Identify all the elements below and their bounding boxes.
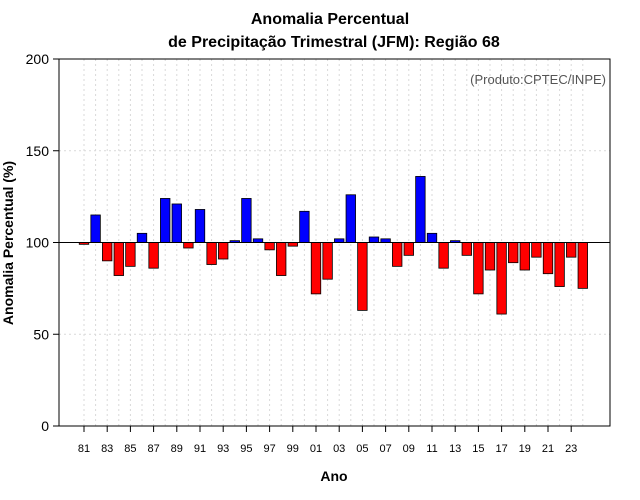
- bar-2014: [461, 242, 472, 256]
- x-tick-label-83: 83: [101, 443, 113, 455]
- x-tick-label-05: 05: [356, 443, 368, 455]
- x-tick-label-15: 15: [472, 443, 484, 455]
- y-axis-label: Anomalia Percentual (%): [0, 161, 16, 325]
- bar-1984: [113, 242, 124, 276]
- x-tick-label-95: 95: [240, 443, 252, 455]
- bar-1993: [218, 242, 229, 260]
- bar-2019: [519, 242, 530, 271]
- x-tick-label-01: 01: [310, 443, 322, 455]
- bar-1990: [183, 242, 194, 249]
- x-tick-label-13: 13: [449, 443, 461, 455]
- x-tick-label-19: 19: [519, 443, 531, 455]
- bar-2004: [345, 194, 356, 243]
- bar-2011: [426, 232, 438, 243]
- y-tick-label-0: 0: [41, 418, 49, 434]
- x-tick-label-89: 89: [171, 443, 183, 455]
- bar-2000: [299, 210, 310, 243]
- bar-1983: [102, 242, 113, 262]
- x-tick-label-93: 93: [217, 443, 229, 455]
- x-ticks: 81 83 85 87 89 91 93 95 97 99 01 03 05 07 09 11 13 15 17 19…: [78, 426, 577, 455]
- bar-2008: [392, 242, 403, 267]
- bar-2009: [403, 242, 414, 256]
- chart-title-line2: de Precipitação Trimestral (JFM): Região…: [168, 34, 500, 51]
- y-tick-label-150: 150: [26, 143, 50, 159]
- bar-1986: [136, 232, 148, 243]
- x-tick-label-85: 85: [124, 443, 136, 455]
- bar-1992: [206, 242, 217, 265]
- bar-1989: [171, 203, 182, 243]
- bar-2002: [322, 242, 333, 280]
- bar-2001: [310, 242, 322, 295]
- x-tick-label-91: 91: [194, 443, 206, 455]
- grid-lines: [59, 58, 610, 427]
- bar-2022: [554, 242, 565, 287]
- bar-1991: [194, 209, 206, 243]
- bar-2010: [415, 176, 426, 243]
- bar-1987: [148, 242, 159, 269]
- bar-2023: [566, 242, 577, 258]
- bar-2003: [334, 238, 345, 243]
- x-tick-label-07: 07: [379, 443, 391, 455]
- x-tick-label-23: 23: [565, 443, 577, 455]
- credit-label: (Produto:CPTEC/INPE): [470, 72, 606, 87]
- bar-1997: [264, 242, 275, 251]
- x-tick-label-87: 87: [147, 443, 159, 455]
- x-tick-label-97: 97: [263, 443, 275, 455]
- bar-1996: [252, 238, 264, 243]
- bar-1985: [125, 242, 136, 267]
- bar-2016: [484, 242, 496, 271]
- bar-2021: [542, 242, 554, 275]
- bar-2007: [380, 238, 391, 243]
- bar-1988: [160, 198, 171, 243]
- bar-2018: [508, 242, 519, 264]
- y-ticks: 0 50 100 150 200: [26, 51, 59, 434]
- bars: [78, 176, 588, 315]
- bar-2015: [473, 242, 484, 295]
- bar-1982: [90, 214, 101, 243]
- bar-2012: [438, 242, 449, 269]
- bar-2006: [368, 236, 380, 243]
- y-tick-label-50: 50: [33, 326, 49, 342]
- bar-1998: [276, 242, 287, 276]
- bar-2005: [357, 242, 368, 311]
- bar-2017: [496, 242, 507, 315]
- x-tick-label-17: 17: [495, 443, 507, 455]
- x-tick-label-21: 21: [542, 443, 554, 455]
- x-tick-label-09: 09: [403, 443, 415, 455]
- bar-1995: [241, 198, 252, 243]
- y-tick-label-200: 200: [26, 51, 50, 67]
- x-tick-label-11: 11: [426, 443, 437, 455]
- x-axis-label: Ano: [320, 468, 347, 484]
- x-tick-label-99: 99: [287, 443, 299, 455]
- bar-2020: [531, 242, 542, 258]
- x-tick-label-81: 81: [78, 443, 90, 455]
- bar-2024: [577, 242, 588, 289]
- chart-title-line1: Anomalia Percentual: [251, 11, 409, 28]
- bar-1999: [287, 242, 298, 247]
- x-tick-label-03: 03: [333, 443, 345, 455]
- y-tick-label-100: 100: [26, 235, 50, 251]
